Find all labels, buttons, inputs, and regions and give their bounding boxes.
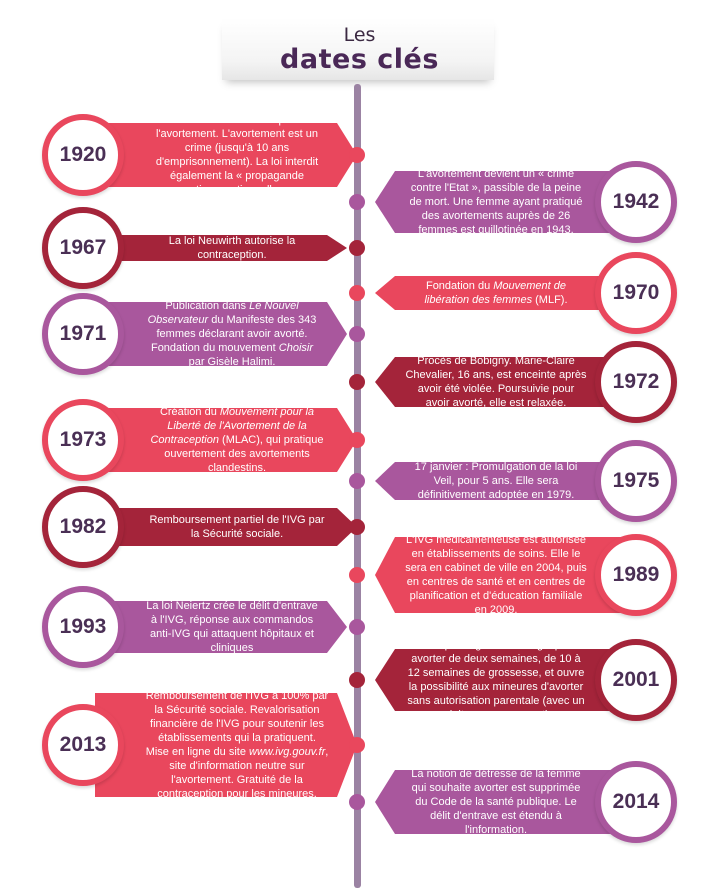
event-text-part: du Manifeste des 343 femmes déclarant av… [150,314,317,354]
event-box-1971: Publication dans Le Nouvel Observateur d… [95,302,347,366]
timeline-dot-1993 [349,619,365,635]
event-text-part: La loi Neuwirth autorise la contraceptio… [168,235,296,261]
year-badge-1967: 1967 [42,207,124,289]
event-text-part: Procès de Bobigny. Marie-Claire Chevalie… [405,355,587,409]
event-text-1972: Procès de Bobigny. Marie-Claire Chevalie… [405,355,587,409]
event-text-1967: La loi Neuwirth autorise la contraceptio… [145,234,319,262]
event-text-1942: L'avortement devient un « crime contre l… [405,168,587,236]
event-text-italic: Mouvement pour la Liberté de l'Avortemen… [150,406,315,446]
year-badge-1989: 1989 [595,534,677,616]
event-text-part: 17 janvier : Promulgation de la loi Veil… [414,461,578,501]
event-text-1970: Fondation du Mouvement de libération des… [405,279,587,307]
event-box-1975: 17 janvier : Promulgation de la loi Veil… [375,462,637,500]
year-badge-2001: 2001 [595,639,677,721]
title-les: Les [343,24,376,46]
event-text-1982: Remboursement partiel de l'IVG par la Sé… [145,513,329,541]
year-label: 1967 [59,236,107,259]
event-box-2014: La notion de détresse de la femme qui so… [375,770,637,834]
year-badge-1970: 1970 [595,252,677,334]
year-badge-2013: 2013 [42,704,124,786]
event-box-1982: Remboursement partiel de l'IVG par la Sé… [95,508,357,546]
event-text-part: Remboursement partiel de l'IVG par la Sé… [149,514,325,540]
event-text-1920: La loi interdit la contraception et l'av… [145,113,329,197]
event-text-1993: La loi Neiertz crée le délit d'entrave à… [145,599,319,655]
event-text-italic: Choisir [278,342,314,354]
event-text-part: La loi Neiertz crée le délit d'entrave à… [146,600,318,654]
timeline-dot-2001 [349,672,365,688]
timeline-dot-1967 [349,240,365,256]
event-text-part: L'IVG médicamenteuse est autorisée en ét… [405,534,587,616]
year-label: 1982 [59,515,107,538]
year-label: 1971 [59,322,107,345]
year-label: 2001 [612,668,660,691]
timeline-dot-2013 [349,737,365,753]
event-text-part: par Gisèle Halimi. [188,356,276,368]
timeline-dot-1971 [349,326,365,342]
event-text-part: Fondation du [425,280,494,292]
event-text-1971: Publication dans Le Nouvel Observateur d… [145,299,319,369]
timeline-dot-2014 [349,794,365,810]
year-badge-1942: 1942 [595,161,677,243]
event-box-1970: Fondation du Mouvement de libération des… [375,276,637,310]
event-box-1972: Procès de Bobigny. Marie-Claire Chevalie… [375,357,637,407]
timeline-dot-1972 [349,374,365,390]
event-box-1920: La loi interdit la contraception et l'av… [95,123,357,187]
event-box-1973: Création du Mouvement pour la Liberté de… [95,408,357,472]
year-label: 1973 [59,428,107,451]
event-box-1989: L'IVG médicamenteuse est autorisée en ét… [375,537,637,613]
event-box-1993: La loi Neiertz crée le délit d'entrave à… [95,601,347,653]
year-label: 1993 [59,615,107,638]
event-text-part: Création du [159,406,220,418]
year-badge-1971: 1971 [42,293,124,375]
event-text-part: L'avortement devient un « crime contre l… [409,168,583,236]
event-text-1989: L'IVG médicamenteuse est autorisée en ét… [405,534,587,616]
event-text-part: (MLF). [532,294,568,306]
event-box-2001: La loi prolonge le délai légal pour avor… [375,649,637,711]
event-text-part: Publication dans [165,300,250,312]
year-badge-1973: 1973 [42,399,124,481]
event-text-2013: Remboursement de l'IVG à 100% par la Séc… [145,689,329,801]
year-label: 1972 [612,370,660,393]
event-text-part: Remboursement de l'IVG à 100% par la Séc… [145,690,329,758]
year-label: 2013 [59,733,107,756]
event-text-2014: La notion de détresse de la femme qui so… [405,768,587,836]
year-badge-1993: 1993 [42,586,124,668]
year-label: 1942 [612,190,660,213]
timeline-dot-1975 [349,473,365,489]
timeline-dot-1970 [349,285,365,301]
year-label: 1989 [612,563,660,586]
timeline-dot-1989 [349,567,365,583]
event-box-1967: La loi Neuwirth autorise la contraceptio… [95,235,347,261]
event-text-italic: www.ivg.gouv.fr [249,746,326,758]
timeline-dot-1942 [349,194,365,210]
event-text-part: La notion de détresse de la femme qui so… [411,768,581,836]
year-label: 1970 [612,281,660,304]
timeline-dot-1982 [349,519,365,535]
event-box-2013: Remboursement de l'IVG à 100% par la Séc… [95,693,357,797]
year-badge-1982: 1982 [42,486,124,568]
event-text-part: (MLAC), qui pratique ouvertement des avo… [164,434,324,474]
year-label: 2014 [612,790,660,813]
timeline-dot-1920 [349,147,365,163]
year-badge-1972: 1972 [595,341,677,423]
year-badge-1975: 1975 [595,440,677,522]
year-label: 1920 [59,143,107,166]
timeline-dot-1973 [349,432,365,448]
title-banner [222,18,494,80]
event-text-italic: Le Nouvel Observateur [147,300,299,326]
event-text-1973: Création du Mouvement pour la Liberté de… [145,405,329,475]
event-text-part: La loi interdit la contraception et l'av… [155,114,319,196]
event-text-part: La loi prolonge le délai légal pour avor… [407,639,585,721]
year-label: 1975 [612,469,660,492]
event-text-1975: 17 janvier : Promulgation de la loi Veil… [405,461,587,501]
event-box-1942: L'avortement devient un « crime contre l… [375,171,637,233]
year-badge-2014: 2014 [595,761,677,843]
year-badge-1920: 1920 [42,114,124,196]
title-dates-cles: dates clés [280,44,439,75]
event-text-italic: Mouvement de libération des femmes [424,280,567,306]
event-text-2001: La loi prolonge le délai légal pour avor… [405,639,587,721]
